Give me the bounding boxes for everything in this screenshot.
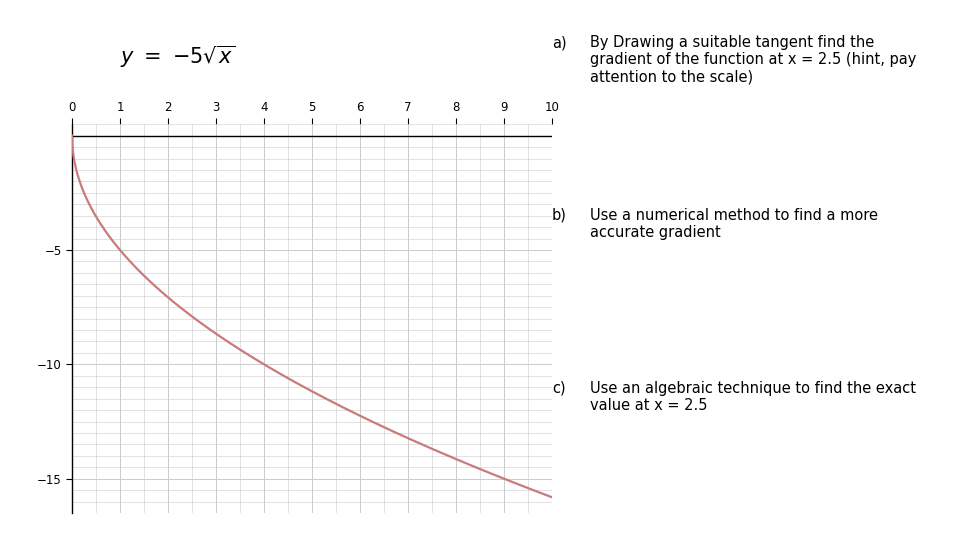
Text: c): c) <box>552 381 565 396</box>
Text: By Drawing a suitable tangent find the
gradient of the function at x = 2.5 (hint: By Drawing a suitable tangent find the g… <box>590 35 917 85</box>
Text: $y \ = \ {-5\sqrt{x}}$: $y \ = \ {-5\sqrt{x}}$ <box>120 44 235 70</box>
Text: b): b) <box>552 208 566 223</box>
Text: Use an algebraic technique to find the exact
value at x = 2.5: Use an algebraic technique to find the e… <box>590 381 917 413</box>
Text: Use a numerical method to find a more
accurate gradient: Use a numerical method to find a more ac… <box>590 208 878 240</box>
Text: a): a) <box>552 35 566 50</box>
